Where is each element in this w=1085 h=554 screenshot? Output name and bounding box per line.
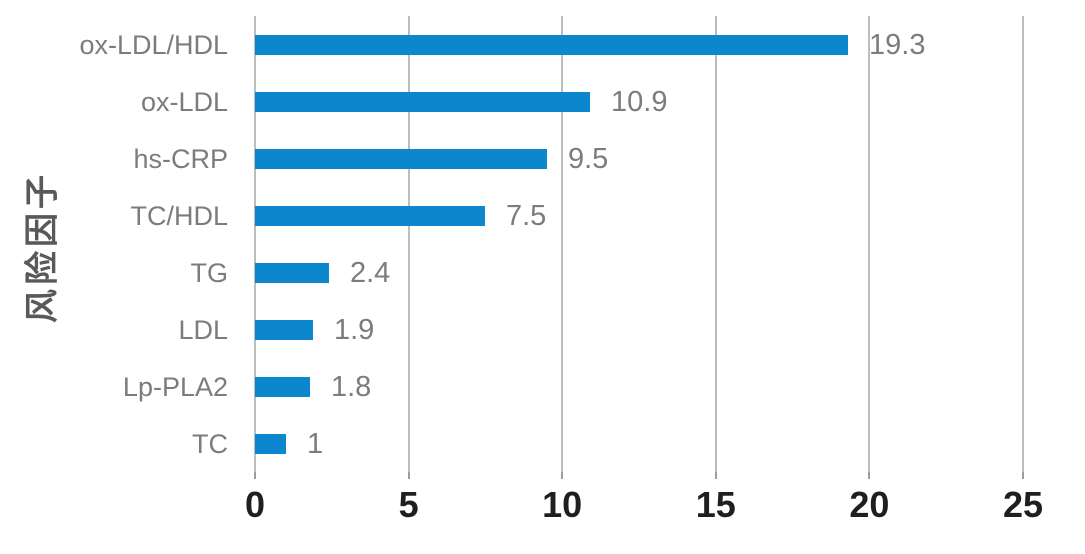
x-tick-label: 15 <box>695 484 736 525</box>
bar <box>255 35 848 55</box>
bar-value-label: 10.9 <box>611 86 668 118</box>
bar-value-label: 7.5 <box>506 200 547 232</box>
bar-value-label: 1.8 <box>331 371 372 403</box>
bar-value-label: 1.9 <box>334 314 375 346</box>
category-label: ox-LDL <box>140 87 228 117</box>
bar <box>255 206 485 226</box>
x-tick-label: 10 <box>542 484 583 525</box>
x-tick-label: 25 <box>1002 484 1044 525</box>
gridline <box>714 16 717 472</box>
category-label: TC/HDL <box>130 201 228 231</box>
bar-value-label: 2.4 <box>350 257 391 289</box>
x-tick-label: 0 <box>244 484 266 525</box>
axis-tick <box>868 472 871 479</box>
bar <box>255 434 286 454</box>
bar <box>255 377 310 397</box>
gridline <box>1022 16 1024 472</box>
gridline <box>407 16 410 472</box>
category-label: hs-CRP <box>133 144 228 174</box>
axis-tick <box>407 472 410 479</box>
bar <box>255 92 590 112</box>
bar <box>255 320 313 340</box>
bar <box>255 149 547 169</box>
category-label: TC <box>192 429 228 459</box>
category-label: ox-LDL/HDL <box>79 30 228 60</box>
category-label: LDL <box>178 315 228 345</box>
gridline <box>254 16 256 472</box>
axis-tick <box>254 472 256 479</box>
gridline <box>868 16 871 472</box>
bar <box>255 263 329 283</box>
axis-tick <box>1022 472 1024 479</box>
category-label: TG <box>190 258 229 288</box>
category-label: Lp-PLA2 <box>122 372 228 402</box>
bar-value-label: 1 <box>307 428 324 460</box>
x-tick-label: 5 <box>398 484 419 525</box>
bar-value-label: 9.5 <box>568 143 609 175</box>
x-tick-label: 20 <box>849 484 890 525</box>
gridline <box>561 16 564 472</box>
axis-tick <box>561 472 564 479</box>
bar-value-label: 19.3 <box>869 29 926 61</box>
axis-tick <box>714 472 717 479</box>
